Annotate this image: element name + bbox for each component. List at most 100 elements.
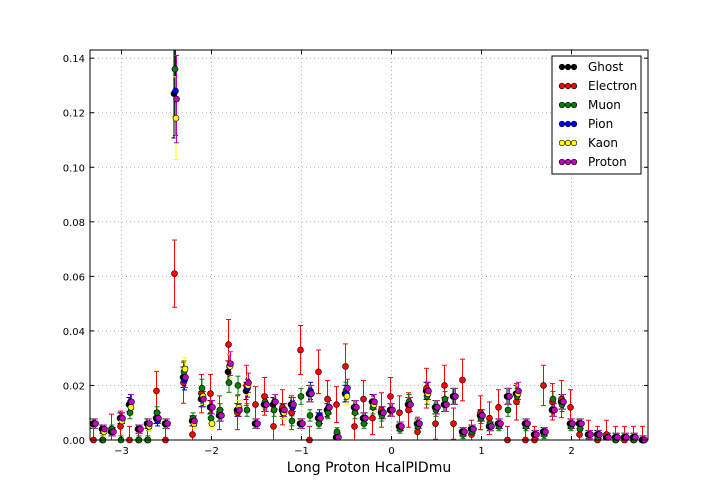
- data-point-kaon: [181, 365, 189, 373]
- data-point-proton: [236, 406, 243, 414]
- data-point-proton: [425, 387, 432, 395]
- x-tick-label: −3: [114, 446, 129, 457]
- data-point-proton: [263, 401, 270, 408]
- data-point-proton: [137, 425, 144, 433]
- data-point-muon: [315, 420, 323, 427]
- legend-marker: [564, 63, 572, 71]
- data-point-proton: [551, 406, 558, 414]
- data-point-proton: [101, 425, 108, 433]
- legend-marker: [558, 63, 566, 71]
- data-point-proton: [218, 412, 225, 419]
- data-point-electron: [441, 382, 448, 389]
- plot-frame: [89, 49, 649, 441]
- data-point-muon: [504, 406, 512, 414]
- data-point-electron: [459, 376, 466, 384]
- y-tick-label: 0.00: [63, 436, 85, 447]
- data-point-proton: [560, 398, 567, 406]
- data-point-proton: [461, 428, 468, 436]
- x-axis-label: Long Proton HcalPIDmu: [287, 460, 451, 476]
- data-point-muon: [351, 409, 359, 417]
- legend: Ghost Electron Muon Pion Kaon Proton: [551, 55, 642, 175]
- data-point-electron: [387, 393, 394, 400]
- data-point-proton: [452, 393, 459, 400]
- data-point-electron: [297, 346, 304, 354]
- data-point-muon: [225, 379, 233, 387]
- data-point-proton: [362, 414, 369, 422]
- y-tick-label: 0.08: [63, 218, 85, 229]
- legend-marker: [570, 139, 578, 147]
- data-point-electron: [513, 398, 520, 406]
- legend-marker: [570, 158, 578, 166]
- x-tick-label: −2: [204, 446, 219, 457]
- data-point-electron: [324, 395, 331, 403]
- data-point-proton: [110, 428, 117, 436]
- data-point-muon: [243, 406, 251, 414]
- data-point-proton: [326, 403, 333, 411]
- legend-marker: [564, 120, 572, 128]
- legend-label: Muon: [588, 98, 621, 112]
- data-point-electron: [225, 341, 232, 348]
- data-point-muon: [153, 409, 161, 417]
- data-point-proton: [614, 433, 621, 441]
- data-point-kaon: [208, 420, 216, 427]
- y-tick-label: 0.06: [63, 272, 85, 283]
- x-tick-label: 1: [478, 446, 484, 457]
- data-point-muon: [270, 406, 278, 414]
- data-point-muon: [216, 406, 224, 414]
- legend-marker: [564, 82, 572, 90]
- legend-marker: [564, 101, 572, 109]
- data-point-proton: [344, 384, 351, 392]
- x-tick-label: 0: [388, 446, 394, 457]
- data-point-proton: [479, 412, 486, 419]
- data-point-proton: [416, 420, 423, 427]
- data-point-proton: [164, 420, 171, 427]
- data-point-electron: [171, 270, 178, 277]
- data-point-proton: [254, 420, 261, 427]
- data-point-muon: [306, 412, 314, 419]
- data-point-proton: [596, 431, 603, 438]
- data-point-electron: [486, 414, 493, 422]
- data-point-proton: [470, 425, 477, 433]
- data-point-electron: [333, 401, 340, 408]
- data-point-muon: [297, 393, 305, 400]
- data-point-muon: [324, 409, 332, 417]
- data-point-proton: [182, 373, 189, 381]
- data-point-electron: [576, 431, 583, 438]
- data-point-proton: [389, 406, 396, 414]
- legend-marker: [570, 101, 578, 109]
- data-point-muon: [234, 382, 242, 389]
- legend-marker: [564, 158, 572, 166]
- data-point-electron: [369, 414, 376, 422]
- legend-label: Pion: [588, 117, 613, 131]
- legend-marker: [558, 82, 566, 90]
- legend-marker: [570, 120, 578, 128]
- data-point-proton: [353, 403, 360, 411]
- data-point-proton: [515, 387, 522, 395]
- data-point-electron: [252, 401, 259, 408]
- data-point-proton: [299, 420, 306, 427]
- data-point-proton: [524, 420, 531, 427]
- data-point-proton: [488, 423, 495, 430]
- data-point-proton: [587, 431, 594, 438]
- data-point-electron: [432, 420, 439, 427]
- data-point-electron: [288, 409, 295, 417]
- data-point-muon: [549, 395, 557, 403]
- data-point-electron: [396, 409, 403, 417]
- data-point-electron: [360, 395, 367, 403]
- data-point-kaon: [127, 403, 135, 411]
- data-point-proton: [281, 406, 288, 414]
- data-point-proton: [146, 420, 153, 427]
- data-point-proton: [209, 403, 216, 411]
- data-point-proton: [533, 431, 540, 438]
- data-point-muon: [126, 409, 134, 417]
- data-point-proton: [569, 420, 576, 427]
- data-point-muon: [198, 384, 206, 392]
- legend-label: Kaon: [588, 136, 618, 150]
- x-tick-label: 2: [568, 446, 574, 457]
- data-point-electron: [270, 423, 277, 430]
- data-point-muon: [207, 414, 215, 422]
- legend-label: Ghost: [588, 60, 623, 74]
- legend-marker: [558, 139, 566, 147]
- data-point-proton: [92, 420, 99, 427]
- data-point-kaon: [343, 393, 351, 400]
